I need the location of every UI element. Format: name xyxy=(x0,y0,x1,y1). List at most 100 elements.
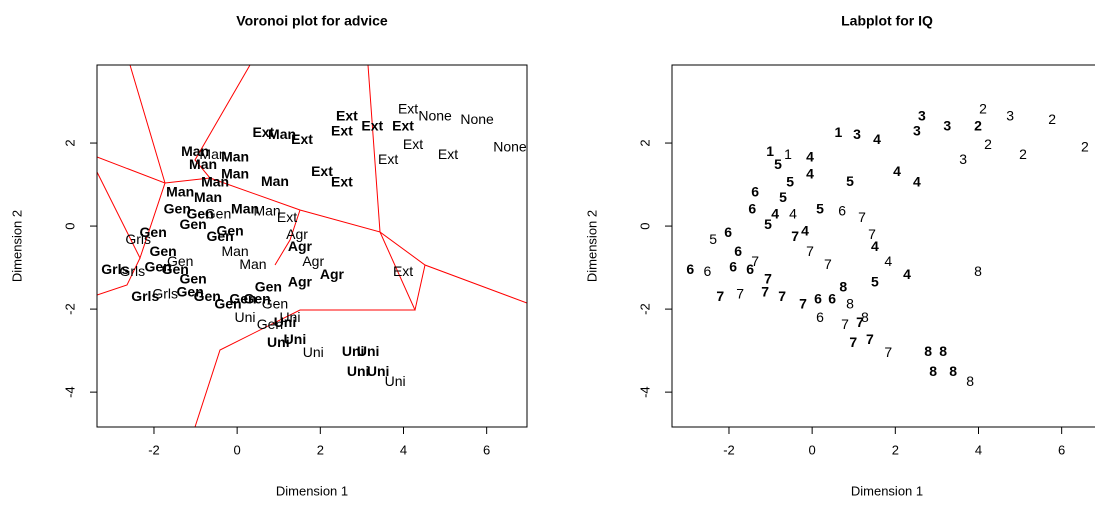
point-label: Ext xyxy=(277,209,297,225)
point-label: Uni xyxy=(342,343,365,359)
point-label: Gen xyxy=(179,216,206,232)
point-label: 3 xyxy=(918,108,926,124)
point-label: 7 xyxy=(858,209,866,225)
point-label: Gen xyxy=(229,291,256,307)
point-label: Man xyxy=(199,146,226,162)
point-label: Ext xyxy=(311,163,333,179)
point-label: Uni xyxy=(274,314,297,330)
point-label: 1 xyxy=(834,124,842,140)
point-label: Man xyxy=(189,156,217,172)
y-tick-label: -4 xyxy=(62,386,77,398)
point-label: 7 xyxy=(849,334,857,350)
point-label: 1 xyxy=(784,146,792,162)
point-label: 2 xyxy=(1081,139,1089,155)
point-label: Man xyxy=(181,143,209,159)
point-label: 6 xyxy=(729,259,737,275)
point-label: 4 xyxy=(771,206,779,222)
point-label: 6 xyxy=(828,291,836,307)
point-label: Grls xyxy=(152,286,178,302)
point-label: 4 xyxy=(873,131,881,147)
point-label: Ext xyxy=(378,151,398,167)
point-label: Man xyxy=(239,256,266,272)
y-tick-label: -2 xyxy=(637,303,652,315)
point-label: Gen xyxy=(194,288,221,304)
point-label: Ext xyxy=(252,124,274,140)
point-label: 5 xyxy=(816,201,824,217)
x-tick-label: 4 xyxy=(400,442,407,457)
point-label: Ext xyxy=(331,123,353,139)
chart-title: Voronoi plot for advice xyxy=(236,13,388,29)
point-label: Agr xyxy=(286,226,308,242)
point-label: 5 xyxy=(764,216,772,232)
point-label: 7 xyxy=(799,296,807,312)
point-label: 5 xyxy=(709,231,717,247)
point-label: 4 xyxy=(913,174,921,190)
point-label: Gen xyxy=(214,296,241,312)
point-label: Uni xyxy=(235,309,256,325)
point-label: 7 xyxy=(791,228,799,244)
x-tick-label: -2 xyxy=(723,442,735,457)
point-label: 7 xyxy=(716,288,724,304)
point-label: 3 xyxy=(853,126,861,142)
point-label: 7 xyxy=(736,286,744,302)
point-label: Gen xyxy=(255,279,282,295)
x-tick-label: 0 xyxy=(809,442,816,457)
x-tick-label: 6 xyxy=(1058,442,1065,457)
x-tick-label: -2 xyxy=(148,442,160,457)
point-label: 2 xyxy=(1048,111,1056,127)
point-label: 4 xyxy=(884,253,892,269)
voronoi-edge xyxy=(274,209,301,266)
point-label: Ext xyxy=(331,174,353,190)
point-label: 6 xyxy=(751,184,759,200)
point-label: Gen xyxy=(187,206,214,222)
point-label: Ext xyxy=(393,263,413,279)
y-axis-label: Dimension 2 xyxy=(9,210,24,282)
point-label: Agr xyxy=(320,266,345,282)
x-tick-label: 4 xyxy=(975,442,982,457)
point-label: 6 xyxy=(703,263,711,279)
point-label: 2 xyxy=(974,118,982,134)
point-label: 4 xyxy=(893,163,901,179)
point-label: 6 xyxy=(816,309,824,325)
point-label: 7 xyxy=(764,271,772,287)
panel: Voronoi plot for advice Dimension 1 Dimens… xyxy=(9,13,528,498)
point-label: Uni xyxy=(303,344,324,360)
point-label: Uni xyxy=(284,331,307,347)
voronoi-edge xyxy=(194,231,416,427)
point-label: Gen xyxy=(243,291,270,307)
point-label: 2 xyxy=(984,136,992,152)
point-label: 8 xyxy=(939,343,947,359)
voronoi-edge xyxy=(97,156,166,260)
point-label: Grls xyxy=(125,231,151,247)
point-label: Man xyxy=(261,173,289,189)
point-label: Gen xyxy=(262,296,288,312)
point-label: Grls xyxy=(120,263,146,279)
voronoi-edges xyxy=(97,65,527,427)
point-label: 4 xyxy=(801,223,809,239)
point-label: 7 xyxy=(761,284,769,300)
point-label: Man xyxy=(194,189,222,205)
voronoi-edge xyxy=(209,65,381,233)
point-label: 7 xyxy=(824,256,832,272)
point-label: 1 xyxy=(766,143,774,159)
point-label: Man xyxy=(221,149,249,165)
point-label: 7 xyxy=(841,316,849,332)
point-label: 7 xyxy=(866,331,874,347)
point-label: 4 xyxy=(903,266,911,282)
point-label: Uni xyxy=(347,363,370,379)
point-label: 4 xyxy=(806,166,814,182)
point-label: 5 xyxy=(779,189,787,205)
point-label: Gen xyxy=(145,259,172,275)
point-label: 3 xyxy=(913,123,921,139)
point-label: 8 xyxy=(974,263,982,279)
point-label: Man xyxy=(221,166,249,182)
voronoi-edge xyxy=(414,264,426,311)
y-tick-label: 2 xyxy=(62,139,77,146)
point-label: Agr xyxy=(288,274,313,290)
y-tick-label: -2 xyxy=(62,303,77,315)
point-label: Agr xyxy=(302,253,324,269)
point-label: 4 xyxy=(806,149,814,165)
point-label: Gen xyxy=(257,316,283,332)
chart-title: Labplot for IQ xyxy=(841,13,933,29)
